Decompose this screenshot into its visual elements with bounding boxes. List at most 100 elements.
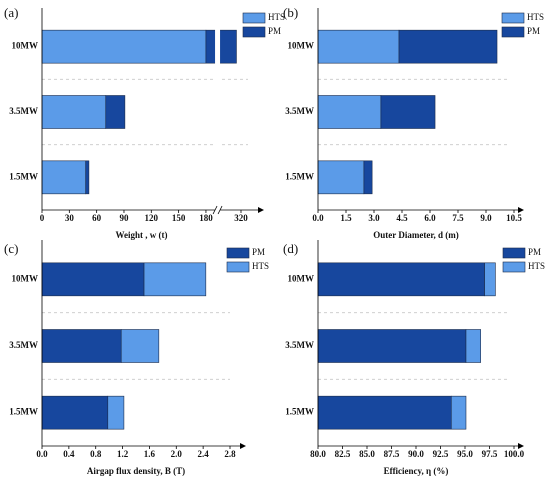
x-tick-label: 7.5 bbox=[452, 213, 464, 223]
bar bbox=[41, 395, 109, 430]
bar bbox=[41, 262, 145, 297]
x-tick-label: 97.5 bbox=[482, 449, 498, 459]
x-tick-label: 4.5 bbox=[396, 213, 408, 223]
bar bbox=[41, 95, 107, 129]
legend-label: HTS bbox=[528, 261, 545, 271]
bar bbox=[41, 329, 122, 363]
legend-swatch bbox=[501, 26, 525, 38]
y-tick-label: 10MW bbox=[12, 41, 39, 51]
y-tick-label: 3.5MW bbox=[285, 340, 314, 350]
bar bbox=[484, 262, 496, 297]
legend-swatch bbox=[242, 12, 266, 24]
legend-label: PM bbox=[252, 247, 265, 257]
x-tick-label: 90.0 bbox=[408, 449, 424, 459]
x-axis-label: Weight , w (t) bbox=[116, 230, 168, 240]
legend-label: PM bbox=[528, 247, 541, 257]
axis-arrow bbox=[518, 443, 524, 449]
y-tick-label: 1.5MW bbox=[285, 171, 314, 181]
x-tick-label: 10.5 bbox=[506, 213, 522, 223]
x-axis-label: Efficiency, η (%) bbox=[384, 466, 449, 476]
bar bbox=[143, 262, 207, 297]
x-tick-label: 0 bbox=[40, 213, 45, 223]
panel-label: (d) bbox=[283, 241, 298, 256]
break-mark bbox=[212, 205, 218, 215]
bar bbox=[107, 395, 125, 430]
x-tick-label: 2.4 bbox=[198, 449, 210, 459]
x-tick-label: 87.5 bbox=[384, 449, 400, 459]
bar bbox=[205, 29, 237, 64]
legend-swatch bbox=[226, 261, 250, 273]
legend-swatch bbox=[501, 12, 525, 24]
legend-swatch bbox=[502, 261, 526, 273]
x-tick-label: 2.0 bbox=[171, 449, 183, 459]
panel-label: (a) bbox=[4, 5, 18, 20]
bar bbox=[317, 395, 452, 430]
bar bbox=[465, 329, 481, 363]
x-axis-label: Outer Diameter, d (m) bbox=[373, 230, 458, 240]
legend-swatch bbox=[242, 26, 266, 38]
x-tick-label: 0.8 bbox=[90, 449, 102, 459]
legend-label: HTS bbox=[252, 261, 269, 271]
bar bbox=[380, 95, 436, 129]
axis-arrow bbox=[518, 207, 524, 213]
y-tick-label: 3.5MW bbox=[9, 340, 38, 350]
x-axis-label: Airgap flux density, B (T) bbox=[87, 466, 185, 476]
x-tick-label: 6.0 bbox=[424, 213, 436, 223]
x-tick-label: 0.4 bbox=[63, 449, 75, 459]
x-tick-label: 1.2 bbox=[117, 449, 129, 459]
y-tick-label: 10MW bbox=[288, 41, 315, 51]
bar bbox=[450, 395, 467, 430]
x-tick-label: 1.5 bbox=[340, 213, 352, 223]
axis-arrow bbox=[258, 207, 264, 213]
x-tick-label: 1.6 bbox=[144, 449, 156, 459]
bar bbox=[105, 95, 126, 129]
x-tick-label: 92.5 bbox=[433, 449, 449, 459]
legend-swatch bbox=[502, 247, 526, 259]
y-tick-label: 1.5MW bbox=[9, 407, 38, 417]
x-tick-label: 82.5 bbox=[335, 449, 351, 459]
bar bbox=[41, 29, 207, 64]
x-tick-label: 120 bbox=[145, 213, 159, 223]
x-tick-label: 0.0 bbox=[36, 449, 48, 459]
x-tick-label: 95.0 bbox=[457, 449, 473, 459]
panel-label: (c) bbox=[4, 241, 18, 256]
bar bbox=[317, 262, 485, 297]
x-tick-label: 150 bbox=[172, 213, 186, 223]
x-tick-label: 90 bbox=[119, 213, 129, 223]
bar bbox=[398, 29, 498, 64]
legend-label: PM bbox=[268, 26, 281, 36]
bar bbox=[120, 329, 160, 363]
legend-label: HTS bbox=[527, 12, 544, 22]
x-tick-label: 320 bbox=[234, 213, 248, 223]
x-tick-label: 2.8 bbox=[224, 449, 236, 459]
axis-arrow bbox=[240, 443, 246, 449]
y-tick-label: 3.5MW bbox=[285, 106, 314, 116]
bar bbox=[85, 160, 90, 195]
x-tick-label: 180 bbox=[199, 213, 213, 223]
y-tick-label: 10MW bbox=[12, 273, 39, 283]
x-tick-label: 80.0 bbox=[310, 449, 326, 459]
legend-label: HTS bbox=[268, 12, 285, 22]
y-tick-label: 1.5MW bbox=[9, 171, 38, 181]
x-tick-label: 100.0 bbox=[504, 449, 525, 459]
bar bbox=[317, 329, 467, 363]
y-tick-label: 3.5MW bbox=[9, 106, 38, 116]
x-tick-label: 0.0 bbox=[312, 213, 324, 223]
bar bbox=[317, 95, 382, 129]
x-tick-label: 85.0 bbox=[359, 449, 375, 459]
bar bbox=[317, 160, 365, 195]
axis-break bbox=[215, 14, 221, 213]
legend-label: PM bbox=[527, 26, 540, 36]
panel-label: (b) bbox=[283, 5, 298, 20]
bar bbox=[41, 160, 87, 195]
break-mark bbox=[217, 205, 223, 215]
x-tick-label: 3.0 bbox=[368, 213, 380, 223]
x-tick-label: 60 bbox=[92, 213, 102, 223]
bar bbox=[363, 160, 373, 195]
y-tick-label: 10MW bbox=[288, 273, 315, 283]
x-tick-label: 9.0 bbox=[480, 213, 492, 223]
bar bbox=[317, 29, 400, 64]
y-tick-label: 1.5MW bbox=[285, 407, 314, 417]
legend-swatch bbox=[226, 247, 250, 259]
